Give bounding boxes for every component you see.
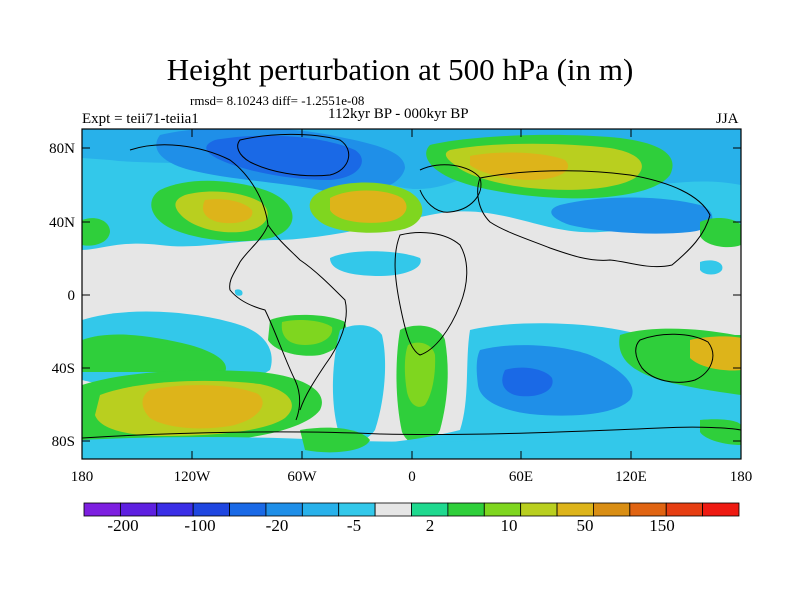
tropical-pacific-positive-core (281, 319, 333, 345)
antarctic-positive-spot (300, 427, 370, 453)
colorbar-box (520, 502, 558, 517)
colorbar-box (593, 502, 631, 517)
north-america-positive-core (202, 199, 253, 224)
americas-west-coast (129, 144, 301, 421)
lon-label-60w: 60W (287, 469, 317, 485)
indian-ocean-negative-core (502, 367, 553, 397)
colorbar-label-150: 150 (649, 516, 675, 535)
colorbar-box (229, 502, 267, 517)
colorbar-box (629, 502, 667, 517)
colorbar-box (447, 502, 485, 517)
atlantic-positive-core (330, 190, 407, 223)
south-pacific-positive-upper (82, 334, 226, 372)
europe-coast (419, 164, 482, 213)
south-atlantic-positive-core (404, 342, 436, 407)
antarctic-east-positive (700, 419, 741, 445)
small-negative-spot (234, 289, 243, 296)
colorbar-label-minus200: -200 (107, 516, 138, 535)
colorbar-label-2: 2 (426, 516, 435, 535)
south-pacific-positive-core (142, 385, 263, 429)
africa-coast (394, 231, 468, 356)
colorbar-box (665, 502, 704, 517)
colorbar-label-50: 50 (577, 516, 594, 535)
indian-ocean-negative (476, 345, 633, 416)
lat-label-40s: 40S (52, 361, 75, 377)
east-pacific-positive (700, 218, 741, 248)
colorbar-box (83, 502, 121, 517)
contour-field (82, 129, 741, 459)
lon-ticks (81, 129, 742, 459)
siberia-positive-core (470, 152, 569, 180)
lat-label-80s: 80S (52, 434, 75, 450)
pacific-negative-spot (700, 260, 723, 275)
lon-label-120w: 120W (174, 469, 212, 485)
colorbar-box (702, 502, 740, 517)
lat-label-80n: 80N (49, 141, 75, 157)
south-atlantic-negative (332, 325, 386, 442)
lon-labels: 180 120W 60W 0 60E 120E 180 (71, 469, 753, 485)
lon-label-120e: 120E (615, 469, 647, 485)
colorbar-box (192, 502, 230, 517)
asia-coast (477, 170, 711, 268)
antarctic-negative (82, 430, 741, 459)
colorbar (83, 502, 740, 517)
colorbar-box (483, 502, 522, 517)
colorbar-box (265, 502, 303, 517)
lat-label-40n: 40N (49, 215, 75, 231)
colorbar-label-minus5: -5 (347, 516, 361, 535)
americas-east-coast (267, 224, 347, 411)
rmsd-diff-stats: rmsd= 8.10243 diff= -1.2551e-08 (190, 93, 365, 108)
greenland-coast (237, 133, 350, 177)
lon-label-180w: 180 (71, 469, 94, 485)
west-pacific-positive (82, 218, 110, 246)
colorbar-box (556, 502, 594, 517)
colorbar-label-minus20: -20 (266, 516, 289, 535)
experiment-label: Expt = teii71-teiia1 (82, 111, 199, 127)
colorbar-box (338, 502, 376, 517)
lat-label-0: 0 (68, 288, 76, 304)
coastlines (82, 133, 741, 439)
colorbar-box (119, 502, 158, 517)
plot-title: Height perturbation at 500 hPa (in m) (166, 52, 634, 87)
lon-label-0: 0 (408, 469, 416, 485)
asia-negative-core (551, 197, 713, 234)
period-label: 112kyr BP - 000kyr BP (328, 106, 469, 122)
lon-label-180e: 180 (730, 469, 753, 485)
season-label: JJA (716, 111, 739, 127)
antarctica-coast (82, 426, 741, 439)
greenland-negative-core (206, 135, 362, 180)
colorbar-box (411, 502, 449, 517)
tropical-atlantic-negative (330, 251, 421, 276)
colorbar-label-minus100: -100 (184, 516, 215, 535)
lon-label-60e: 60E (509, 469, 533, 485)
colorbar-box (156, 502, 194, 517)
colorbar-box (301, 502, 340, 517)
colorbar-labels: -200 -100 -20 -5 2 10 50 150 (107, 516, 674, 535)
lat-ticks (82, 147, 741, 442)
australia-positive-core (690, 336, 741, 371)
australia-coast (635, 333, 714, 383)
colorbar-box (374, 502, 412, 517)
colorbar-label-10: 10 (501, 516, 518, 535)
lat-labels: 80N 40N 0 40S 80S (49, 141, 75, 450)
